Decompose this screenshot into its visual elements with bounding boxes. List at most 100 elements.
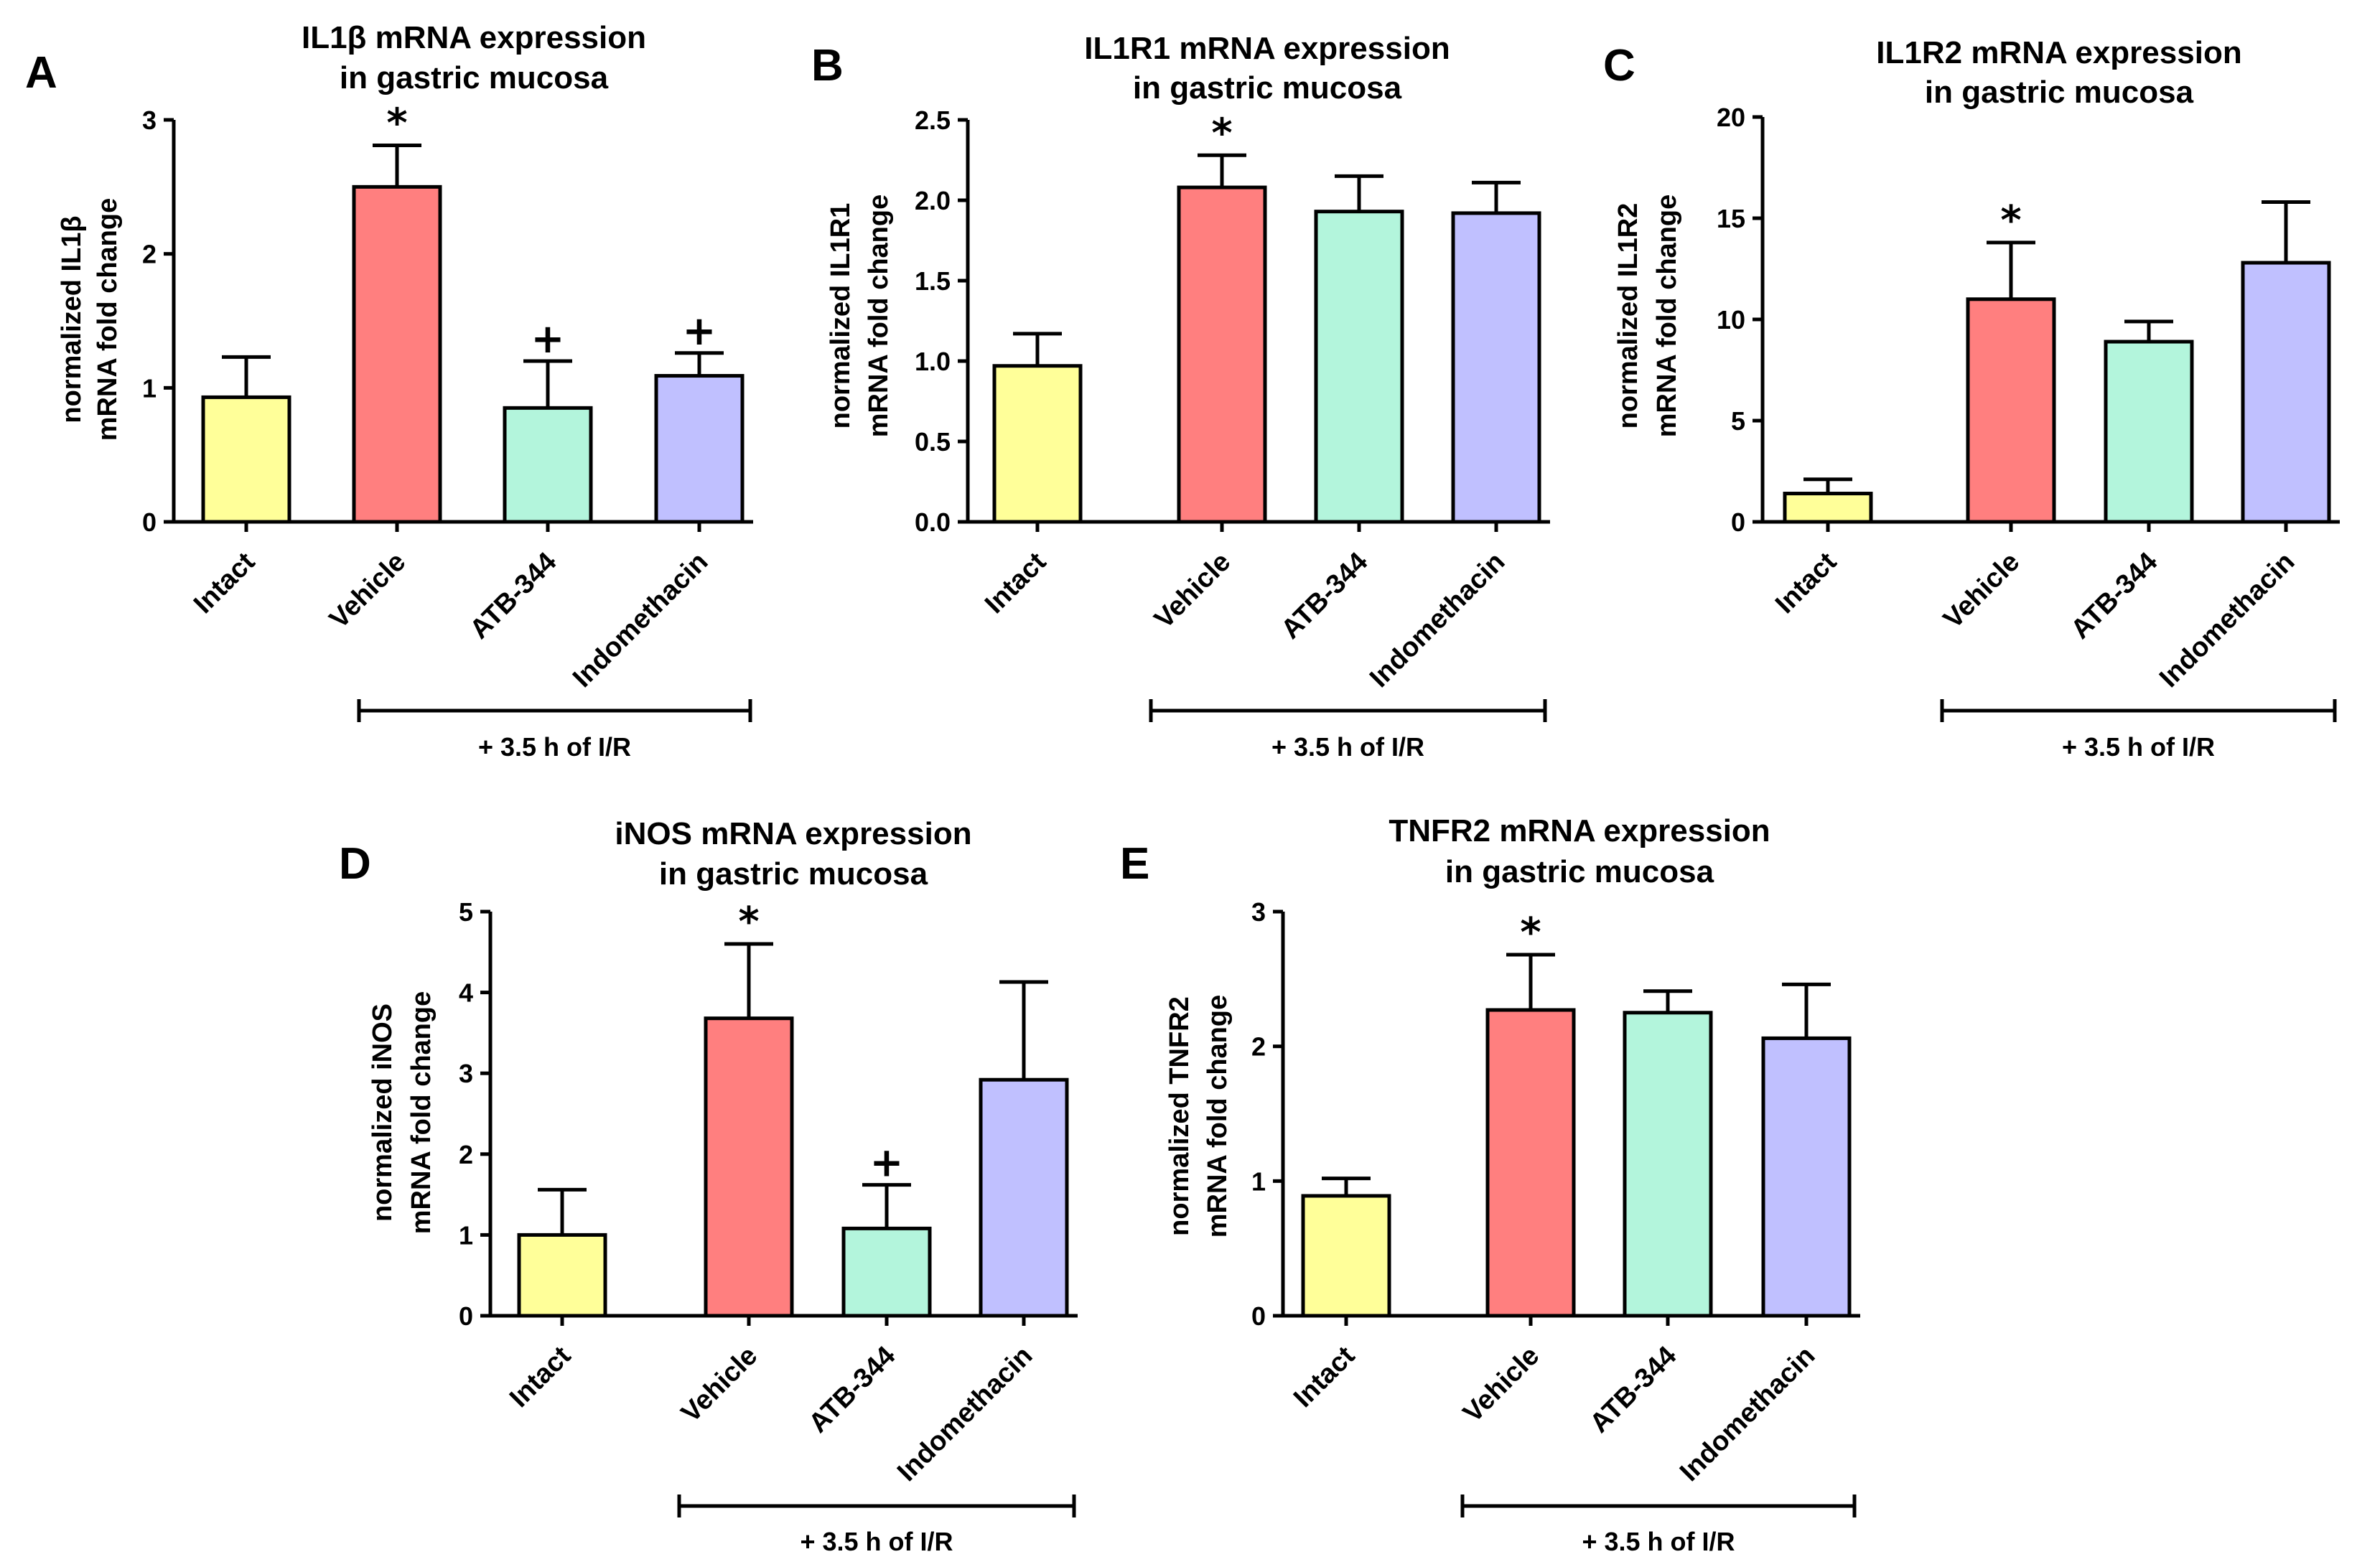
chart-title: in gastric mucosa [340, 60, 609, 95]
group-label: + 3.5 h of I/R [1271, 732, 1424, 762]
chart-title: iNOS mRNA expression [615, 816, 971, 851]
chart-title: TNFR2 mRNA expression [1389, 813, 1770, 848]
panel-letter: C [1603, 41, 1635, 90]
x-tick-label: Indomethacin [1364, 547, 1511, 693]
chart-title: in gastric mucosa [1133, 70, 1402, 106]
x-tick-label: Vehicle [676, 1341, 763, 1428]
bar-vehicle [1966, 297, 2056, 524]
significance-mark: * [738, 899, 759, 945]
y-axis-label: mRNA fold change [1203, 995, 1233, 1238]
y-tick-label: 2 [1251, 1032, 1266, 1062]
bar-atb-344 [841, 1226, 932, 1318]
bar-indomethacin [1761, 1036, 1852, 1318]
chart-title: in gastric mucosa [659, 856, 928, 892]
y-tick-label: 1 [1251, 1166, 1266, 1196]
bar-atb-344 [2104, 340, 2194, 524]
y-tick-label: 2.0 [915, 186, 951, 215]
chart-title: in gastric mucosa [1445, 854, 1714, 889]
group-label: + 3.5 h of I/R [2062, 732, 2215, 762]
y-tick-label: 1.5 [915, 266, 951, 296]
chart-panel-c: C IL1R2 mRNA expression in gastric mucosa n… [1603, 35, 2340, 762]
y-tick-label: 0.5 [915, 427, 951, 457]
significance-mark: * [1211, 110, 1232, 156]
y-axis-label: normalized IL1β [57, 215, 87, 423]
chart-title: IL1R1 mRNA expression [1084, 31, 1450, 66]
y-tick-label: 4 [459, 978, 473, 1008]
y-tick-label: 2 [459, 1140, 473, 1169]
x-tick-label: ATB-344 [465, 547, 563, 645]
bar-intact [201, 395, 291, 524]
panel-letter: B [811, 41, 844, 90]
bar-intact [517, 1232, 607, 1318]
group-label: + 3.5 h of I/R [1582, 1527, 1735, 1556]
x-tick-label: Intact [1770, 546, 1843, 619]
chart-title: IL1R2 mRNA expression [1876, 35, 2241, 70]
chart-panel-b: B IL1R1 mRNA expression in gastric mucosa n… [811, 31, 1550, 762]
y-axis-label: mRNA fold change [1652, 195, 1682, 438]
bar-indomethacin [1451, 211, 1541, 524]
y-tick-label: 3 [459, 1059, 473, 1088]
y-tick-label: 15 [1717, 204, 1745, 233]
y-tick-label: 0 [1731, 507, 1745, 537]
bar-intact [1783, 492, 1873, 524]
x-tick-label: ATB-344 [1276, 547, 1374, 645]
y-tick-label: 0 [142, 507, 157, 537]
y-tick-label: 10 [1717, 305, 1745, 335]
x-tick-label: Intact [188, 546, 261, 619]
panel-letter: A [25, 48, 57, 98]
bar-indomethacin [2241, 261, 2331, 524]
x-tick-label: ATB-344 [1585, 1341, 1683, 1439]
x-tick-label: Vehicle [1149, 547, 1236, 635]
chart-panel-a: A IL1β mRNA expression in gastric mucosa no… [25, 20, 753, 762]
y-axis-label: mRNA fold change [93, 198, 123, 441]
x-tick-label: Vehicle [1938, 547, 2025, 635]
y-tick-label: 3 [142, 106, 157, 135]
x-tick-label: Intact [979, 546, 1053, 619]
x-tick-label: ATB-344 [2066, 547, 2164, 645]
bar-atb-344 [503, 406, 593, 524]
bar-vehicle [704, 1016, 794, 1318]
y-tick-label: 1 [459, 1220, 473, 1250]
x-tick-label: Indomethacin [1674, 1341, 1821, 1487]
bar-vehicle [352, 184, 442, 524]
significance-mark: + [531, 316, 565, 362]
x-tick-label: Vehicle [1457, 1341, 1545, 1428]
bar-indomethacin [654, 374, 745, 524]
y-axis-label: normalized IL1R1 [826, 203, 856, 429]
bar-atb-344 [1623, 1011, 1713, 1318]
x-tick-label: Intact [504, 1340, 577, 1413]
x-tick-label: Indomethacin [2154, 547, 2300, 693]
y-tick-label: 0 [459, 1301, 473, 1331]
y-tick-label: 0.0 [915, 507, 951, 537]
y-tick-label: 20 [1717, 103, 1745, 132]
y-tick-label: 2.5 [915, 106, 951, 135]
panel-letter: E [1120, 839, 1149, 889]
significance-mark: * [386, 100, 407, 146]
x-tick-label: Intact [1288, 1340, 1361, 1413]
chart-title: IL1β mRNA expression [302, 20, 646, 55]
x-tick-label: Vehicle [324, 547, 411, 635]
y-tick-label: 5 [1731, 406, 1745, 436]
significance-mark: * [1520, 909, 1541, 956]
bar-intact [1301, 1194, 1391, 1318]
significance-mark: * [2000, 197, 2021, 244]
y-tick-label: 2 [142, 240, 157, 269]
chart-panel-e: E TNFR2 mRNA expression in gastric mucosa n… [1120, 813, 1860, 1556]
y-tick-label: 3 [1251, 897, 1266, 927]
x-tick-label: ATB-344 [803, 1341, 902, 1439]
y-tick-label: 1.0 [915, 347, 951, 376]
group-label: + 3.5 h of I/R [800, 1527, 953, 1556]
chart-title: in gastric mucosa [1925, 75, 2194, 110]
group-label: + 3.5 h of I/R [478, 732, 631, 762]
significance-mark: + [870, 1140, 904, 1187]
y-tick-label: 1 [142, 373, 157, 403]
bar-indomethacin [979, 1077, 1069, 1318]
y-axis-label: mRNA fold change [406, 991, 437, 1235]
y-axis-label: normalized TNFR2 [1165, 996, 1195, 1236]
x-tick-label: Indomethacin [892, 1341, 1038, 1487]
significance-mark: + [683, 308, 717, 355]
x-tick-label: Indomethacin [567, 547, 714, 693]
y-axis-label: mRNA fold change [864, 195, 894, 438]
